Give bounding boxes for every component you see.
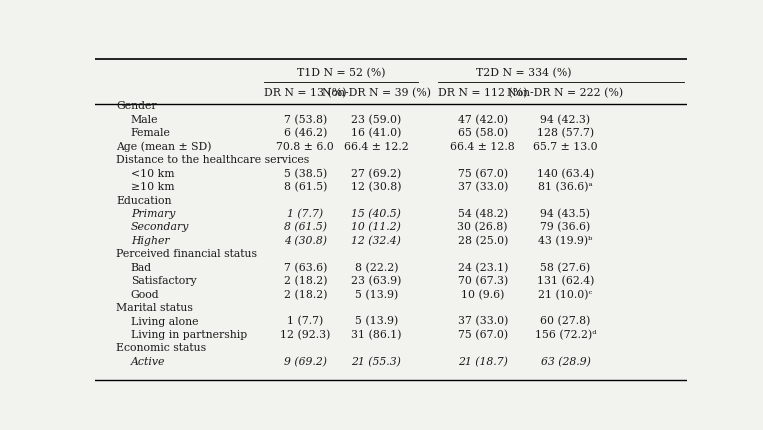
- Text: 79 (36.6): 79 (36.6): [540, 222, 591, 232]
- Text: 12 (30.8): 12 (30.8): [351, 181, 401, 192]
- Text: 70 (67.3): 70 (67.3): [458, 275, 508, 286]
- Text: Gender: Gender: [116, 101, 156, 111]
- Text: Good: Good: [131, 289, 159, 299]
- Text: 5 (13.9): 5 (13.9): [355, 316, 398, 326]
- Text: 7 (53.8): 7 (53.8): [284, 114, 327, 125]
- Text: 23 (59.0): 23 (59.0): [351, 114, 401, 125]
- Text: 66.4 ± 12.2: 66.4 ± 12.2: [344, 141, 409, 151]
- Text: 4 (30.8): 4 (30.8): [284, 235, 327, 246]
- Text: 10 (11.2): 10 (11.2): [351, 222, 401, 232]
- Text: 23 (63.9): 23 (63.9): [351, 275, 401, 286]
- Text: 1 (7.7): 1 (7.7): [287, 209, 324, 218]
- Text: 5 (38.5): 5 (38.5): [284, 168, 327, 178]
- Text: 5 (13.9): 5 (13.9): [355, 289, 398, 299]
- Text: 37 (33.0): 37 (33.0): [458, 181, 508, 192]
- Text: 60 (27.8): 60 (27.8): [540, 316, 591, 326]
- Text: 66.4 ± 12.8: 66.4 ± 12.8: [450, 141, 515, 151]
- Text: 43 (19.9)ᵇ: 43 (19.9)ᵇ: [538, 235, 593, 246]
- Text: 1 (7.7): 1 (7.7): [287, 316, 324, 326]
- Text: 65.7 ± 13.0: 65.7 ± 13.0: [533, 141, 597, 151]
- Text: 8 (61.5): 8 (61.5): [284, 181, 327, 192]
- Text: 2 (18.2): 2 (18.2): [284, 275, 327, 286]
- Text: 27 (69.2): 27 (69.2): [351, 168, 401, 178]
- Text: 47 (42.0): 47 (42.0): [458, 114, 507, 125]
- Text: 7 (63.6): 7 (63.6): [284, 262, 327, 272]
- Text: 75 (67.0): 75 (67.0): [458, 329, 507, 339]
- Text: 94 (42.3): 94 (42.3): [540, 114, 591, 125]
- Text: 16 (41.0): 16 (41.0): [351, 128, 401, 138]
- Text: 81 (36.6)ᵃ: 81 (36.6)ᵃ: [538, 181, 593, 192]
- Text: T1D N = 52 (%): T1D N = 52 (%): [297, 68, 385, 78]
- Text: Perceived financial status: Perceived financial status: [116, 249, 257, 259]
- Text: 24 (23.1): 24 (23.1): [458, 262, 508, 272]
- Text: Living in partnership: Living in partnership: [131, 329, 247, 339]
- Text: 9 (69.2): 9 (69.2): [284, 356, 327, 366]
- Text: 12 (92.3): 12 (92.3): [280, 329, 330, 339]
- Text: 37 (33.0): 37 (33.0): [458, 316, 508, 326]
- Text: 54 (48.2): 54 (48.2): [458, 209, 507, 218]
- Text: 65 (58.0): 65 (58.0): [458, 128, 508, 138]
- Text: 58 (27.6): 58 (27.6): [540, 262, 591, 272]
- Text: Male: Male: [131, 115, 159, 125]
- Text: 131 (62.4): 131 (62.4): [537, 275, 594, 286]
- Text: DR N = 112 (%): DR N = 112 (%): [438, 88, 527, 98]
- Text: <10 km: <10 km: [131, 168, 175, 178]
- Text: 6 (46.2): 6 (46.2): [284, 128, 327, 138]
- Text: DR N = 13 (%): DR N = 13 (%): [264, 88, 346, 98]
- Text: 63 (28.9): 63 (28.9): [540, 356, 591, 366]
- Text: Non-DR N = 39 (%): Non-DR N = 39 (%): [322, 88, 431, 98]
- Text: 156 (72.2)ᵈ: 156 (72.2)ᵈ: [535, 329, 597, 339]
- Text: Active: Active: [131, 356, 166, 366]
- Text: Distance to the healthcare services: Distance to the healthcare services: [116, 155, 309, 165]
- Text: 2 (18.2): 2 (18.2): [284, 289, 327, 299]
- Text: ≥10 km: ≥10 km: [131, 182, 175, 192]
- Text: Bad: Bad: [131, 262, 152, 272]
- Text: 28 (25.0): 28 (25.0): [458, 235, 508, 246]
- Text: 10 (9.6): 10 (9.6): [461, 289, 504, 299]
- Text: Age (mean ± SD): Age (mean ± SD): [116, 141, 211, 152]
- Text: 8 (61.5): 8 (61.5): [284, 222, 327, 232]
- Text: Economic status: Economic status: [116, 343, 206, 353]
- Text: Satisfactory: Satisfactory: [131, 276, 197, 286]
- Text: 21 (10.0)ᶜ: 21 (10.0)ᶜ: [539, 289, 593, 299]
- Text: T2D N = 334 (%): T2D N = 334 (%): [476, 68, 571, 78]
- Text: 94 (43.5): 94 (43.5): [540, 209, 591, 218]
- Text: 31 (86.1): 31 (86.1): [351, 329, 401, 339]
- Text: Non-DR N = 222 (%): Non-DR N = 222 (%): [507, 88, 623, 98]
- Text: 12 (32.4): 12 (32.4): [351, 235, 401, 246]
- Text: 15 (40.5): 15 (40.5): [351, 209, 401, 218]
- Text: Primary: Primary: [131, 209, 175, 218]
- Text: 8 (22.2): 8 (22.2): [355, 262, 398, 272]
- Text: Marital status: Marital status: [116, 302, 193, 312]
- Text: 21 (55.3): 21 (55.3): [351, 356, 401, 366]
- Text: Higher: Higher: [131, 235, 169, 246]
- Text: Living alone: Living alone: [131, 316, 198, 326]
- Text: 140 (63.4): 140 (63.4): [537, 168, 594, 178]
- Text: Female: Female: [131, 128, 171, 138]
- Text: 21 (18.7): 21 (18.7): [458, 356, 507, 366]
- Text: Education: Education: [116, 195, 172, 205]
- Text: 75 (67.0): 75 (67.0): [458, 168, 507, 178]
- Text: 128 (57.7): 128 (57.7): [537, 128, 594, 138]
- Text: 30 (26.8): 30 (26.8): [458, 222, 508, 232]
- Text: Secondary: Secondary: [131, 222, 189, 232]
- Text: 70.8 ± 6.0: 70.8 ± 6.0: [276, 141, 334, 151]
